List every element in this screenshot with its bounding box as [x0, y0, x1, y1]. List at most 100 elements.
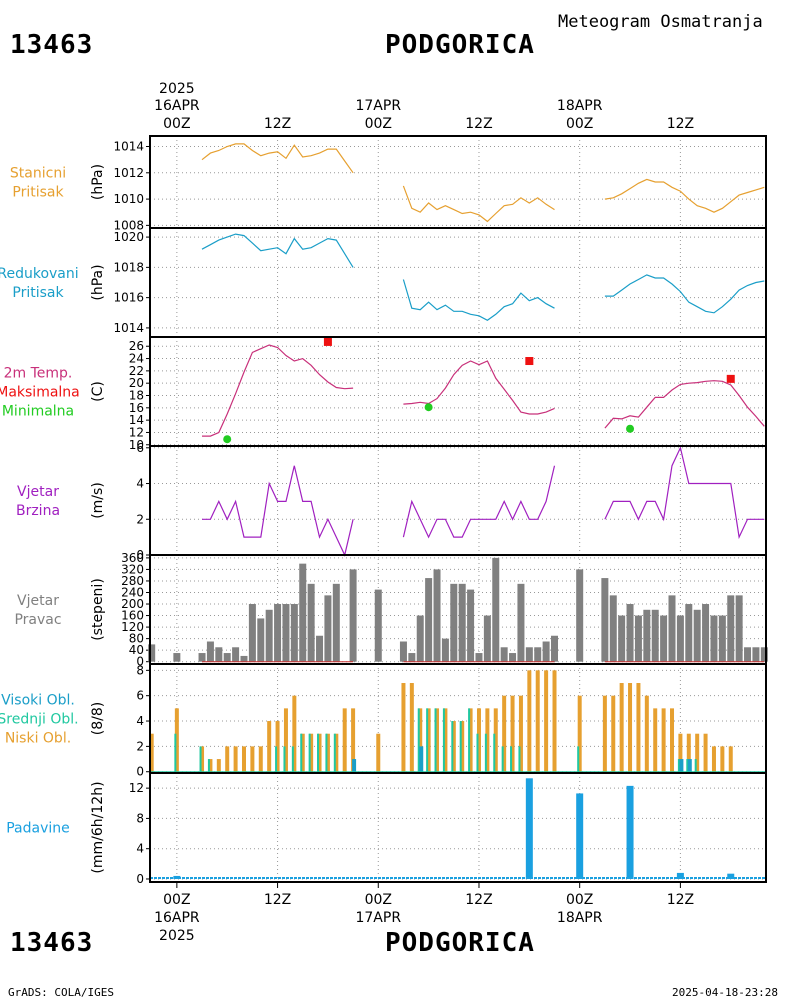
- station-pressure-ytick-label: 1012: [113, 166, 144, 180]
- low-cloud-bar: [619, 683, 624, 772]
- precipitation-title: Padavine: [6, 821, 70, 837]
- low-cloud-bar: [351, 708, 356, 772]
- wind-speed-series-line: [202, 465, 354, 557]
- low-cloud-bar: [728, 746, 733, 772]
- wind-direction-unit-label: (stepeni): [90, 578, 106, 641]
- wind-direction-title: Pravac: [14, 612, 61, 628]
- wind-direction-bar: [433, 569, 441, 662]
- low-cloud-bar: [460, 721, 465, 772]
- low-cloud-bar: [149, 733, 154, 772]
- wind-direction-bar: [693, 609, 701, 662]
- wind-direction-ytick-label: 0: [136, 655, 144, 669]
- bottom-hour-label: 12Z: [667, 892, 694, 908]
- wind-speed-ytick-label: 0: [136, 548, 144, 562]
- wind-direction-bar: [685, 604, 693, 662]
- wind-direction-bar: [316, 635, 324, 662]
- low-cloud-bar: [435, 708, 440, 772]
- wind-direction-bar: [525, 647, 533, 662]
- wind-direction-bar: [307, 583, 315, 662]
- mid-cloud-bar: [308, 733, 311, 772]
- station-pressure-ytick-label: 1010: [113, 192, 144, 206]
- mid-cloud-bar: [577, 746, 580, 772]
- mid-cloud-bar: [207, 759, 210, 772]
- low-cloud-bar: [250, 746, 255, 772]
- wind-direction-bar: [475, 653, 483, 662]
- wind-direction-ytick-label: 200: [121, 597, 144, 611]
- low-cloud-bar: [208, 759, 213, 772]
- low-cloud-bar: [527, 670, 532, 772]
- station-pressure-series-line: [604, 178, 765, 213]
- wind-direction-bar: [265, 609, 273, 662]
- low-cloud-bar: [703, 733, 708, 772]
- wind-direction-ytick-label: 40: [129, 643, 144, 657]
- low-cloud-bar: [544, 670, 549, 772]
- wind-direction-bar: [399, 641, 407, 662]
- bottom-hour-label: 00Z: [163, 892, 190, 908]
- wind-direction-bar: [660, 615, 668, 662]
- low-cloud-bar: [317, 733, 322, 772]
- wind-direction-bar: [240, 655, 248, 662]
- temperature-title: Minimalna: [2, 404, 74, 420]
- wind-direction-bar: [601, 578, 609, 662]
- low-cloud-bar: [418, 708, 423, 772]
- wind-direction-bar: [173, 653, 181, 662]
- mid-cloud-bar: [275, 746, 278, 772]
- mid-cloud-bar: [426, 708, 429, 772]
- cloud-cover-ytick-label: 8: [136, 663, 144, 677]
- wind-direction-bar: [257, 618, 265, 662]
- wind-direction-bar: [702, 604, 710, 662]
- bottom-hour-label: 00Z: [365, 892, 392, 908]
- low-cloud-bar: [653, 708, 658, 772]
- mid-cloud-bar: [434, 708, 437, 772]
- temperature-ytick-label: 22: [129, 364, 144, 378]
- mid-cloud-bar: [174, 733, 177, 772]
- low-cloud-bar: [342, 708, 347, 772]
- wind-direction-bar: [744, 647, 752, 662]
- low-cloud-bar: [325, 733, 330, 772]
- wind-speed-unit-label: (m/s): [90, 482, 106, 519]
- wind-direction-bar: [727, 595, 735, 662]
- bottom-date-label: 18APR: [557, 910, 603, 926]
- cloud-cover-ytick-label: 4: [136, 714, 144, 728]
- low-cloud-bar: [493, 708, 498, 772]
- wind-direction-bar: [416, 615, 424, 662]
- temperature-ytick-label: 20: [129, 376, 144, 390]
- precip-bar: [727, 873, 735, 879]
- wind-direction-bar: [450, 583, 458, 662]
- credit-text: GrADS: COLA/IGES: [8, 986, 114, 999]
- precipitation-ytick-label: 8: [136, 811, 144, 825]
- station-pressure-ytick-label: 1008: [113, 218, 144, 232]
- low-cloud-bar: [267, 721, 272, 772]
- tmin-marker: [424, 403, 433, 412]
- mid-cloud-bar: [518, 746, 521, 772]
- temperature-ytick-label: 14: [129, 413, 144, 427]
- tmax-marker: [323, 337, 332, 346]
- low-cloud-bar: [485, 708, 490, 772]
- mid-cloud-bar: [442, 708, 445, 772]
- reduced-pressure-series-line: [604, 274, 765, 314]
- cloud-cover-title: Visoki Obl.: [1, 693, 75, 709]
- mid-cloud-bar: [694, 759, 697, 772]
- cloud-cover-title: Niski Obl.: [5, 731, 71, 747]
- low-cloud-bar: [426, 708, 431, 772]
- wind-speed-ytick-label: 2: [136, 512, 144, 526]
- tmin-marker: [626, 424, 635, 433]
- station-name-bottom: PODGORICA: [385, 928, 535, 958]
- low-cloud-bar: [695, 733, 700, 772]
- top-hour-label: 12Z: [667, 116, 694, 132]
- wind-direction-bar: [374, 589, 382, 662]
- top-year-label: 2025: [159, 81, 195, 97]
- cloud-cover-ytick-label: 6: [136, 689, 144, 703]
- tmin-marker: [223, 435, 232, 444]
- low-cloud-bar: [644, 695, 649, 772]
- reduced-pressure-title: Redukovani: [0, 266, 79, 282]
- reduced-pressure-ytick-label: 1020: [113, 230, 144, 244]
- cloud-cover-ytick-label: 0: [136, 765, 144, 779]
- station-pressure-unit-label: (hPa): [90, 164, 106, 200]
- bottom-year-label: 2025: [159, 928, 195, 944]
- mid-cloud-bar: [510, 746, 513, 772]
- wind-direction-bar: [752, 647, 760, 662]
- low-cloud-bar: [258, 746, 263, 772]
- wind-speed-series-line: [604, 445, 765, 540]
- low-cloud-bar: [241, 746, 246, 772]
